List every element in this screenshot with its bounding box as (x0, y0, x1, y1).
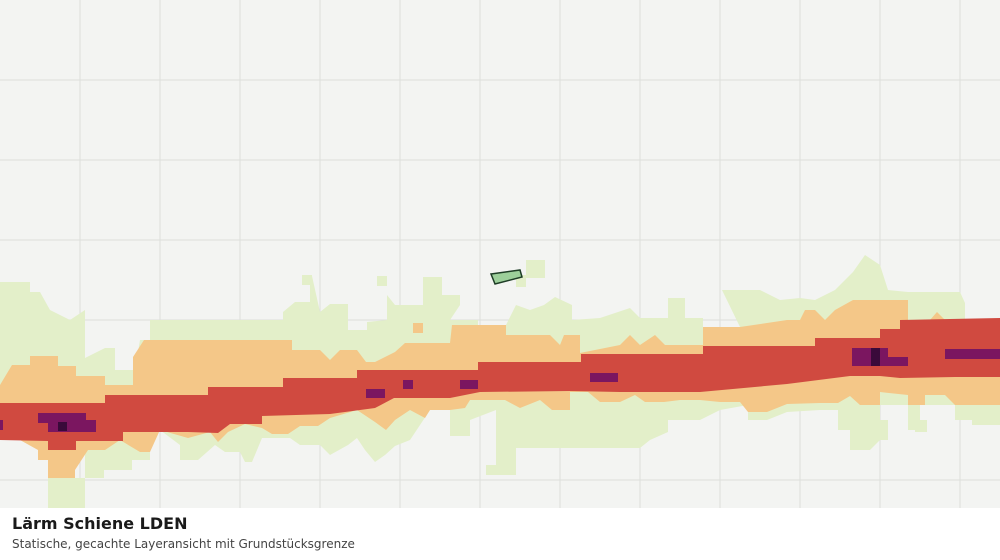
caption: Lärm Schiene LDEN Statische, gecachte La… (0, 508, 1000, 560)
noise-zone-high (0, 318, 1000, 450)
layer-subtitle: Statische, gecachte Layeransicht mit Gru… (12, 537, 355, 551)
parcel-boundary (489, 269, 523, 285)
layer-title: Lärm Schiene LDEN (12, 514, 188, 533)
map-view (0, 0, 1000, 508)
noise-zone-extreme (58, 348, 880, 431)
